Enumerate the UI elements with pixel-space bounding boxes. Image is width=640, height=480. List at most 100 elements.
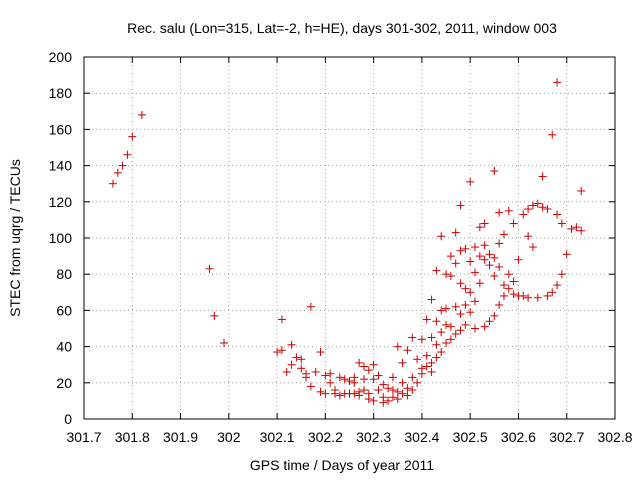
data-point <box>471 268 480 277</box>
data-point <box>432 353 441 362</box>
y-tick-label: 60 <box>56 302 72 318</box>
data-point <box>413 378 422 387</box>
x-tick-label: 302.3 <box>356 429 391 445</box>
data-point <box>504 270 513 279</box>
data-point <box>205 264 214 273</box>
y-tick-label: 40 <box>56 339 72 355</box>
data-point <box>514 255 523 264</box>
data-point <box>359 375 368 384</box>
data-point <box>480 241 489 250</box>
data-point <box>355 358 364 367</box>
plot-frame <box>83 56 616 420</box>
data-point <box>543 205 552 214</box>
data-point <box>471 297 480 306</box>
data-point <box>384 396 393 405</box>
data-point <box>118 161 127 170</box>
x-tick-label: 302.8 <box>597 429 632 445</box>
data-point <box>504 206 513 215</box>
data-point <box>480 322 489 331</box>
data-point <box>557 219 566 228</box>
chart-title: Rec. salu (Lon=315, Lat=-2, h=HE), days … <box>127 20 557 36</box>
x-tick-label: 302.5 <box>453 429 488 445</box>
y-tick-label: 140 <box>49 158 73 174</box>
x-tick-label: 302.2 <box>308 429 343 445</box>
data-point <box>466 288 475 297</box>
y-tick-label: 0 <box>64 411 72 427</box>
data-point <box>475 279 484 288</box>
data-point <box>466 308 475 317</box>
data-point <box>490 253 499 262</box>
data-point <box>446 252 455 261</box>
y-tick-labels: 0 20 40 60 80 100 120 140 160 180 200 <box>49 49 73 427</box>
data-point <box>519 291 528 300</box>
data-point <box>533 293 542 302</box>
data-point <box>456 246 465 255</box>
data-point <box>451 329 460 338</box>
data-point <box>321 371 330 380</box>
data-point <box>442 304 451 313</box>
grid <box>84 57 615 419</box>
data-point <box>326 378 335 387</box>
data-point <box>388 393 397 402</box>
data-point <box>316 348 325 357</box>
x-tick-label: 302.4 <box>404 429 439 445</box>
data-point <box>210 311 219 320</box>
data-point <box>432 340 441 349</box>
data-point <box>451 259 460 268</box>
data-point <box>446 335 455 344</box>
data-point <box>548 130 557 139</box>
data-point <box>408 386 417 395</box>
data-point <box>495 262 504 271</box>
data-point <box>461 300 470 309</box>
data-point <box>442 338 451 347</box>
data-point <box>524 205 533 214</box>
data-points <box>108 78 586 407</box>
data-point <box>422 351 431 360</box>
data-point <box>340 375 349 384</box>
data-point <box>437 328 446 337</box>
data-point <box>417 335 426 344</box>
data-point <box>437 348 446 357</box>
data-point <box>557 270 566 279</box>
data-point <box>282 367 291 376</box>
data-point <box>524 293 533 302</box>
x-tick-label: 302.1 <box>260 429 295 445</box>
data-point <box>442 270 451 279</box>
data-point <box>417 369 426 378</box>
data-point <box>408 333 417 342</box>
x-tick-label: 302 <box>217 429 241 445</box>
data-point <box>480 219 489 228</box>
data-point <box>432 266 441 275</box>
data-point <box>446 272 455 281</box>
data-point <box>456 326 465 335</box>
data-point <box>528 201 537 210</box>
data-point <box>398 389 407 398</box>
y-axis-label: STEC from uqrg / TECUs <box>7 159 23 317</box>
data-point <box>562 250 571 259</box>
data-point <box>524 232 533 241</box>
data-point <box>495 300 504 309</box>
data-point <box>475 223 484 232</box>
data-point <box>403 346 412 355</box>
data-point <box>553 281 562 290</box>
data-point <box>398 358 407 367</box>
data-point <box>567 224 576 233</box>
data-point <box>456 310 465 319</box>
data-point <box>306 302 315 311</box>
data-point <box>432 317 441 326</box>
data-point <box>355 391 364 400</box>
data-point <box>427 367 436 376</box>
data-point <box>471 324 480 333</box>
data-point <box>572 223 581 232</box>
data-point <box>461 244 470 253</box>
x-tick-label: 301.9 <box>163 429 198 445</box>
data-point <box>461 320 470 329</box>
data-point <box>490 272 499 281</box>
data-point <box>490 167 499 176</box>
y-tick-label: 80 <box>56 266 72 282</box>
x-tick-label: 302.6 <box>501 429 536 445</box>
data-point <box>335 391 344 400</box>
data-point <box>403 391 412 400</box>
data-point <box>374 386 383 395</box>
